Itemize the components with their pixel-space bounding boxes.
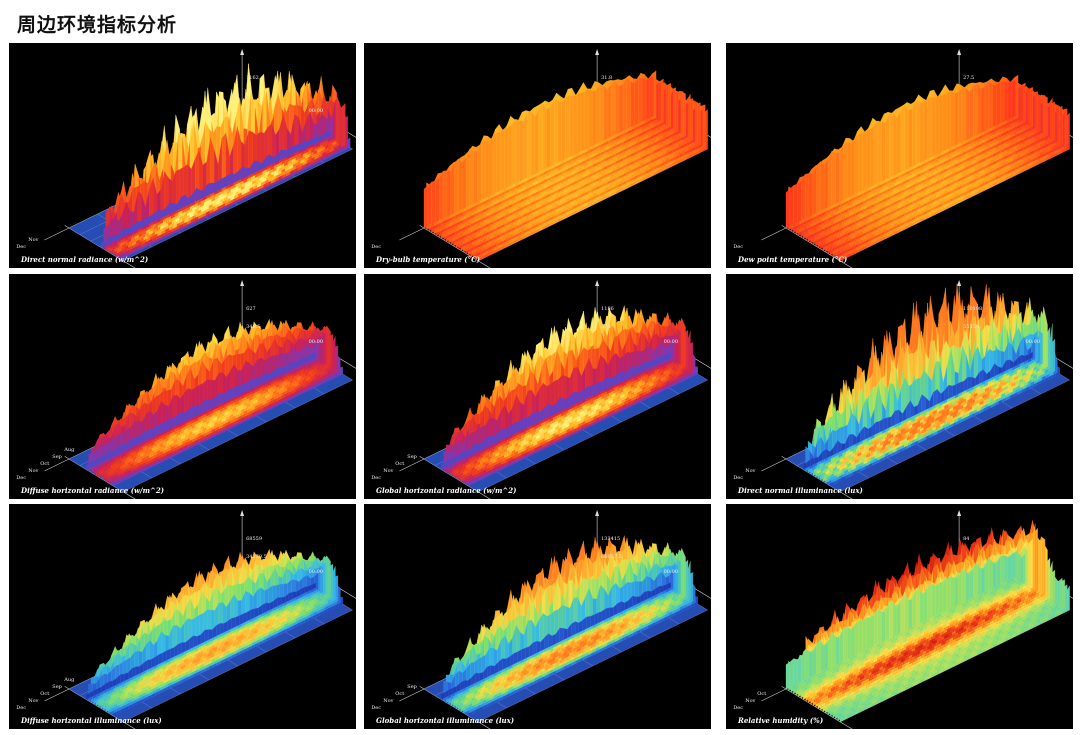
month-label: Nov <box>745 468 755 474</box>
chart-title: Dew point temperature (°C) <box>738 255 848 264</box>
chart-title: Direct normal radiance (w/m^2) <box>21 255 149 264</box>
month-label: Dec <box>371 475 381 481</box>
month-label: Dec <box>733 705 743 711</box>
z-max-label: 1162 <box>246 75 259 81</box>
month-label: Dec <box>733 244 743 250</box>
x-end-label: 00:00 <box>309 339 323 345</box>
chart-title: Global horizontal illuminance (lux) <box>376 716 515 725</box>
surface-plot: 84DecNovOct00:00 <box>733 510 1073 729</box>
month-label: Nov <box>745 698 755 704</box>
z-max-label: 1186 <box>601 306 614 312</box>
z-max-label: 84 <box>963 536 969 542</box>
z-mid-label: 66957.5 <box>601 554 622 560</box>
z-max-label: 110108 <box>963 306 982 312</box>
x-end-label: 00:00 <box>664 569 678 575</box>
x-end-label: 00:00 <box>1026 339 1040 345</box>
month-label: Nov <box>383 698 393 704</box>
month-label: Dec <box>16 475 26 481</box>
month-label: Dec <box>16 244 26 250</box>
z-mid-label: 55154 <box>963 324 979 330</box>
month-label: Oct <box>395 691 404 697</box>
chart-panel-dry-bulb-temperature: 31.8Dec00:00 Dry-bulb temperature (°C) <box>364 43 711 268</box>
month-label: Sep <box>52 454 62 460</box>
z-max-label: 27.5 <box>963 75 974 81</box>
z-mid-label: 34279.5 <box>246 554 267 560</box>
z-max-label: 68559 <box>246 536 262 542</box>
axis-labels: 31.8Dec00:00 <box>371 75 612 250</box>
surface-plot: 27.5Dec00:00 <box>733 49 1073 268</box>
chart-title: Global horizontal radiance (w/m^2) <box>376 486 517 495</box>
surface <box>423 70 708 262</box>
chart-title: Dry-bulb temperature (°C) <box>376 255 480 264</box>
month-label: Oct <box>40 691 49 697</box>
z-max-label: 627 <box>246 306 256 312</box>
axis-labels: 27.5Dec00:00 <box>733 75 974 250</box>
x-end-label: 00:00 <box>664 339 678 345</box>
z-max-label: 31.8 <box>601 75 612 81</box>
month-label: Aug <box>63 447 75 453</box>
x-end-label: 00:00 <box>309 108 323 114</box>
surface <box>441 535 698 717</box>
z-max-label: 133415 <box>601 536 620 542</box>
month-label: Oct <box>757 691 766 697</box>
surface <box>785 74 1070 262</box>
month-label: Dec <box>16 705 26 711</box>
month-label: Nov <box>28 237 38 243</box>
chart-title: Diffuse horizontal radiance (w/m^2) <box>21 486 165 495</box>
surface-plot: 31.8Dec00:00 <box>371 49 711 268</box>
surface <box>441 305 698 487</box>
surface <box>785 520 1070 723</box>
z-mid-label: 373 <box>601 324 611 330</box>
z-mid-label: 348.5 <box>246 324 260 330</box>
surface <box>100 63 351 260</box>
surface <box>803 283 1060 487</box>
chart-title: Relative humidity (%) <box>738 716 824 725</box>
month-label: Dec <box>371 244 381 250</box>
chart-panel-relative-humidity: 84DecNovOct00:00 Relative humidity (%) <box>726 504 1073 729</box>
month-label: Nov <box>383 468 393 474</box>
month-label: Nov <box>28 698 38 704</box>
month-label: Oct <box>395 461 404 467</box>
chart-title: Diffuse horizontal illuminance (lux) <box>21 716 162 725</box>
month-label: Sep <box>407 454 417 460</box>
month-label: Dec <box>371 705 381 711</box>
page-title: 周边环境指标分析 <box>17 14 178 36</box>
month-label: Oct <box>40 461 49 467</box>
chart-title: Direct normal illuminance (lux) <box>738 486 863 495</box>
x-end-label: 00:00 <box>309 569 323 575</box>
surface <box>86 549 343 717</box>
month-label: Sep <box>407 684 417 690</box>
month-label: Nov <box>28 468 38 474</box>
surface <box>86 319 343 487</box>
chart-panel-dew-point-temperature: 27.5Dec00:00 Dew point temperature (°C) <box>726 43 1073 268</box>
month-label: Sep <box>52 684 62 690</box>
month-label: Dec <box>733 475 743 481</box>
axis-labels: 84DecNovOct00:00 <box>733 536 969 711</box>
month-label: Aug <box>63 677 75 683</box>
